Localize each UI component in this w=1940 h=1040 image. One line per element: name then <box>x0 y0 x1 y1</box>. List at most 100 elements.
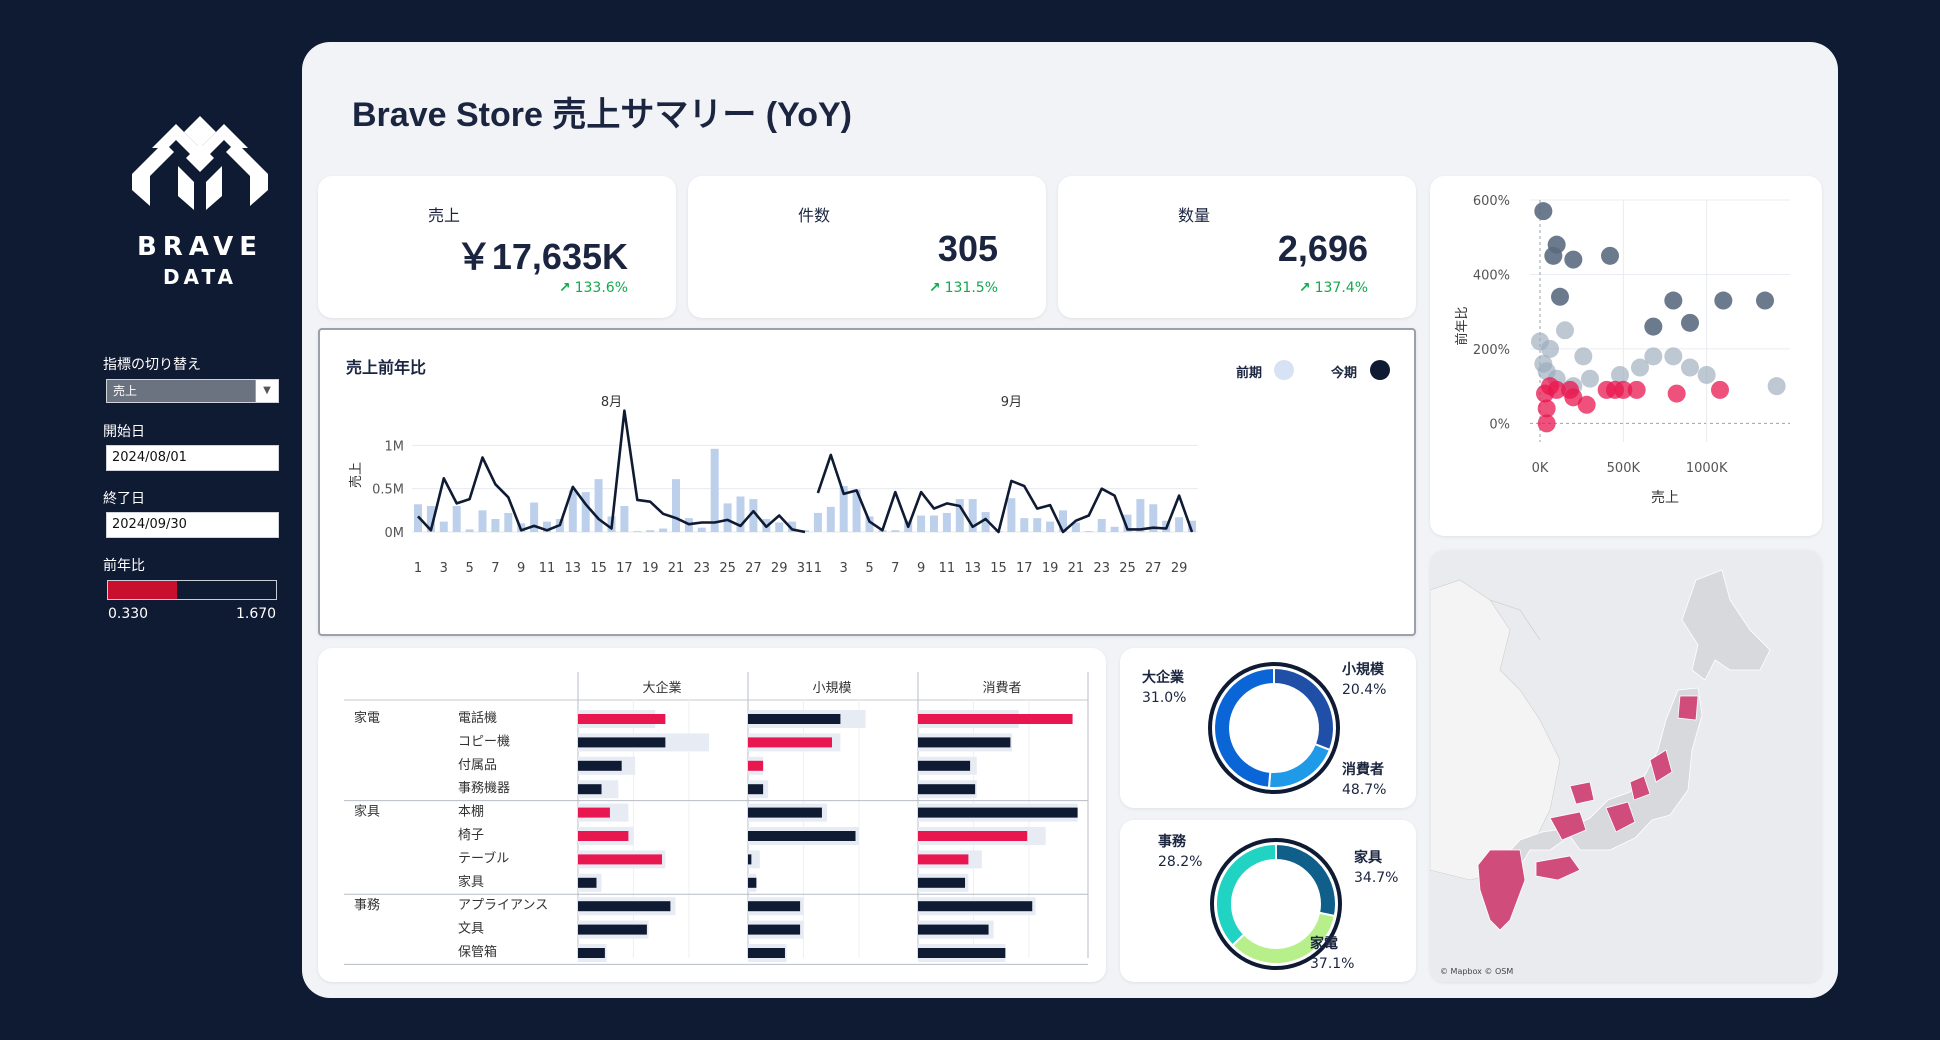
legend-curr-swatch <box>1370 360 1390 380</box>
prev-bar <box>1123 514 1132 532</box>
curr-bar <box>748 737 832 748</box>
kanto-region <box>1629 775 1651 801</box>
japan-map[interactable]: © Mapbox © OSM <box>1430 550 1822 982</box>
kpi-delta: ↗ 131.5% <box>929 280 998 296</box>
prev-bar <box>543 521 551 532</box>
end-date-label: 終了日 <box>103 491 145 507</box>
start-date-label: 開始日 <box>103 424 145 440</box>
curr-bar <box>918 831 1028 841</box>
prev-bar <box>659 528 668 532</box>
logo-mark <box>132 116 268 210</box>
prev-bar <box>955 499 964 532</box>
yoy-slider-fill[interactable] <box>108 581 177 599</box>
scatter-point <box>1564 250 1583 269</box>
x-tick-label: 500K <box>1607 461 1641 476</box>
kpi-value: 305 <box>937 228 998 269</box>
yoy-min-value: 0.330 <box>108 606 149 622</box>
curr-bar <box>748 807 822 818</box>
legend-prev-swatch <box>1274 360 1294 380</box>
scatter-point <box>1697 365 1716 384</box>
curr-bar <box>578 807 610 818</box>
scatter-point <box>1756 291 1774 310</box>
prev-bar <box>826 506 835 532</box>
prev-bar <box>504 512 513 532</box>
group-label: 事務 <box>354 898 380 913</box>
x-tick-label: 0K <box>1532 461 1549 476</box>
y-tick-label: 0% <box>1489 417 1510 432</box>
label-name: 大企業 <box>1142 670 1184 686</box>
prev-bar <box>710 448 719 532</box>
chevron-down-icon[interactable]: ▼ <box>255 380 278 402</box>
x-tick-label: 7 <box>891 561 899 576</box>
row-label: 付属品 <box>458 758 497 773</box>
prev-bar <box>633 531 642 532</box>
donut-category-card[interactable]: 事務 28.2% 家具 34.7% 家電 37.1% <box>1120 820 1416 982</box>
row-label: コピー機 <box>458 734 510 749</box>
row-label: テーブル <box>458 850 509 866</box>
shikoku-shape <box>1535 855 1581 881</box>
mainland-asia-shape <box>1430 579 1561 881</box>
yoy-trend-chart[interactable]: 売上前年比 前期 今期 0M 0.5M 1M 売上 8月 9月 1 3 5 7 9 11 13 15 17 1… <box>318 328 1416 636</box>
x-tick-label: 9 <box>917 561 925 576</box>
chubu-region <box>1605 801 1636 833</box>
scatter-point <box>1541 339 1559 358</box>
prev-bar <box>530 502 539 532</box>
donut-label-small-business: 小規模 20.4% <box>1342 660 1386 700</box>
prev-bar <box>1059 510 1067 532</box>
row-label: 電話機 <box>458 710 497 726</box>
kpi-delta: ↗ 133.6% <box>559 280 628 296</box>
x-tick-label: 13 <box>565 561 582 576</box>
donut-segment-card[interactable]: 大企業 31.0% 小規模 20.4% 消費者 48.7% <box>1120 648 1416 808</box>
hokkaido-shape <box>1681 569 1771 681</box>
x-tick-label: 25 <box>719 561 736 576</box>
x-tick-label: 13 <box>964 561 981 576</box>
metric-switch-select[interactable]: 売上 ▼ <box>106 379 279 403</box>
kpi-card-sales[interactable]: 売上 ￥17,635K ↗ 133.6% <box>318 176 676 318</box>
scatter-point <box>1601 246 1619 265</box>
prev-bar <box>491 519 500 532</box>
kpi-card-quantity[interactable]: 数量 2,696 ↗ 137.4% <box>1058 176 1416 318</box>
donut-slice <box>1215 842 1277 947</box>
x-tick-label: 19 <box>642 561 659 576</box>
curr-bar <box>578 831 629 841</box>
x-tick-label: 3 <box>840 561 848 576</box>
label-pct: 34.7% <box>1354 870 1399 886</box>
start-date-input[interactable]: 2024/08/01 <box>106 445 279 471</box>
donut-label-large-enterprise: 大企業 31.0% <box>1142 668 1186 708</box>
scatter-point <box>1644 347 1663 366</box>
kpi-value: 2,696 <box>1277 228 1368 269</box>
x-tick-label: 1 <box>414 561 422 576</box>
row-label: 椅子 <box>458 828 484 843</box>
scatter-chart[interactable]: 600% 400% 200% 0% 0K 500K 1000K 前年比 売上 <box>1430 176 1822 536</box>
y-tick-label: 1M <box>385 439 405 454</box>
logo-brave-text: BRAVE <box>136 232 264 262</box>
donut-outer-ring <box>1208 662 1340 794</box>
scatter-point <box>1767 377 1786 396</box>
x-tick-label: 29 <box>771 561 788 576</box>
x-tick-label: 5 <box>465 561 473 576</box>
segment-category-matrix[interactable]: 大企業 小規模 消費者 家電 電話機 コピー機 付属品 事務機器 家具 本棚 椅子 テーブル 家具 事務ア… <box>318 648 1106 982</box>
scatter-point <box>1541 377 1559 396</box>
kpi-card-count[interactable]: 件数 305 ↗ 131.5% <box>688 176 1046 318</box>
arrow-up-right-icon: ↗ <box>928 280 941 296</box>
y-axis-label: 前年比 <box>1454 306 1470 345</box>
curr-bar <box>748 831 856 841</box>
legend-curr-label: 今期 <box>1331 366 1358 381</box>
prev-bar <box>1033 518 1042 532</box>
kyushu-shape <box>1477 849 1526 931</box>
scatter-point <box>1681 313 1699 332</box>
group-label: 家具 <box>354 804 380 820</box>
label-pct: 31.0% <box>1142 690 1187 706</box>
prev-bar <box>723 503 732 532</box>
legend-prev-label: 前期 <box>1236 366 1263 381</box>
kinki-region <box>1549 811 1587 841</box>
prev-bar <box>646 530 655 532</box>
yoy-range-slider[interactable] <box>107 580 277 600</box>
prev-bar <box>1136 499 1145 532</box>
x-tick-label: 1000K <box>1686 461 1728 476</box>
curr-bar <box>748 901 801 912</box>
prev-bar <box>839 486 848 532</box>
scatter-point <box>1664 347 1683 366</box>
end-date-input[interactable]: 2024/09/30 <box>106 512 279 538</box>
